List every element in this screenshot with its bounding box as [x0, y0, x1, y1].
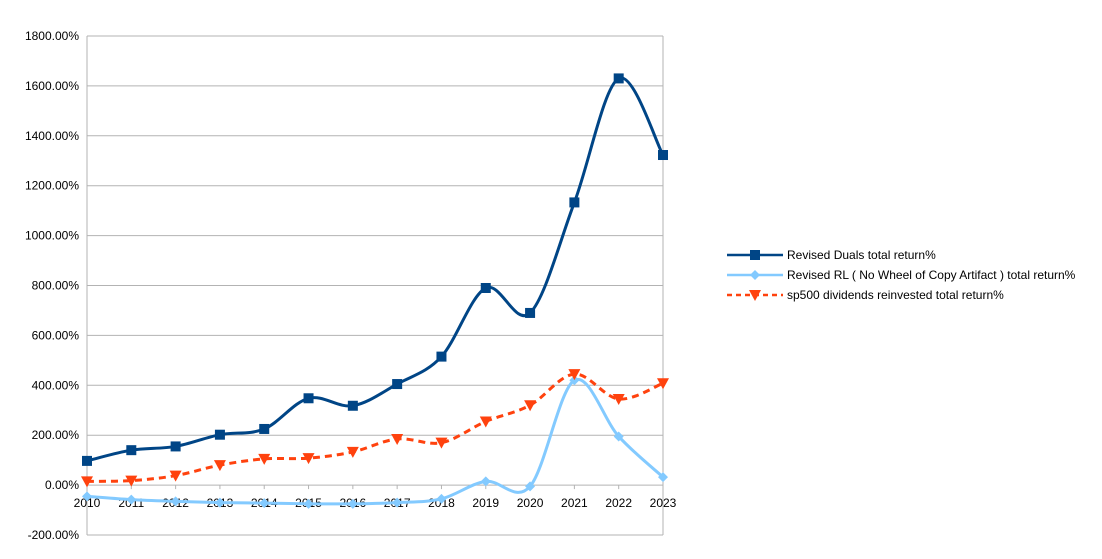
- y-tick-label: 800.00%: [32, 279, 80, 293]
- data-point: [125, 475, 138, 487]
- legend-item: Revised RL ( No Wheel of Copy Artifact )…: [727, 268, 1076, 282]
- data-point: [525, 307, 536, 318]
- y-tick-label: 1600.00%: [25, 79, 79, 93]
- data-point: [347, 400, 358, 411]
- data-point: [569, 375, 580, 386]
- data-point: [169, 470, 182, 482]
- data-point: [658, 150, 668, 161]
- series-line: [86, 76, 665, 463]
- axes: [86, 36, 664, 535]
- data-point: [303, 393, 314, 404]
- y-tick-label: 400.00%: [32, 378, 80, 392]
- data-point: [480, 476, 491, 487]
- legend-label: Revised RL ( No Wheel of Copy Artifact )…: [787, 268, 1076, 282]
- x-tick-label: 2021: [561, 496, 588, 510]
- series-3: [81, 369, 669, 488]
- x-tick-label: 2020: [517, 496, 544, 510]
- legend-item: Revised Duals total return%: [727, 248, 936, 262]
- legend-swatch-marker: [749, 290, 761, 301]
- data-point: [436, 351, 447, 362]
- x-axis-ticks: 2010201120122013201420152016201720182019…: [74, 485, 677, 510]
- legend: Revised Duals total return% Revised RL ( …: [727, 248, 1076, 302]
- y-tick-label: 200.00%: [32, 428, 80, 442]
- data-point: [525, 481, 536, 492]
- x-tick-label: 2010: [74, 496, 101, 510]
- y-tick-label: -200.00%: [28, 528, 80, 542]
- data-point: [346, 446, 359, 458]
- legend-label: Revised Duals total return%: [787, 248, 936, 262]
- y-axis-ticks: -200.00% 0.00% 200.00% 400.00% 600.00% 800.00…: [25, 29, 79, 542]
- series-line: [86, 372, 664, 483]
- gridlines: [87, 35, 663, 536]
- x-tick-label: 2022: [605, 496, 632, 510]
- data-point: [657, 378, 669, 390]
- legend-swatch-marker: [750, 270, 760, 280]
- data-point: [435, 437, 448, 449]
- data-point: [613, 431, 624, 442]
- data-point: [391, 433, 404, 445]
- data-point: [170, 441, 181, 452]
- legend-label: sp500 dividends reinvested total return%: [787, 288, 1004, 302]
- x-tick-label: 2019: [472, 496, 499, 510]
- data-point: [524, 400, 537, 412]
- y-tick-label: 1000.00%: [25, 229, 79, 243]
- data-point: [259, 423, 270, 434]
- data-point: [480, 282, 491, 293]
- data-point: [303, 498, 314, 509]
- data-point: [82, 491, 92, 502]
- data-point: [258, 453, 271, 465]
- legend-swatch-marker: [750, 250, 760, 260]
- data-point: [126, 445, 137, 456]
- data-point: [612, 394, 625, 406]
- data-point: [214, 429, 225, 440]
- data-point: [259, 498, 270, 509]
- data-point: [392, 379, 403, 390]
- y-tick-label: 600.00%: [32, 328, 80, 342]
- data-point: [214, 497, 225, 508]
- y-tick-label: 1800.00%: [25, 29, 79, 43]
- data-point: [213, 460, 226, 472]
- y-tick-label: 0.00%: [45, 478, 79, 492]
- series-2: [82, 375, 668, 509]
- data-point: [568, 369, 581, 381]
- data-point: [658, 472, 668, 483]
- series-lines: [81, 73, 669, 509]
- data-point: [436, 493, 447, 504]
- data-point: [126, 494, 137, 505]
- y-tick-label: 1200.00%: [25, 179, 79, 193]
- data-point: [613, 73, 624, 84]
- data-point: [302, 453, 315, 465]
- data-point: [569, 197, 580, 208]
- data-point: [82, 455, 92, 466]
- data-point: [170, 496, 181, 507]
- series-1: [82, 73, 668, 466]
- y-tick-label: 1400.00%: [25, 129, 79, 143]
- data-point: [81, 476, 93, 488]
- legend-item: sp500 dividends reinvested total return%: [727, 288, 1004, 302]
- data-point: [347, 498, 358, 509]
- x-tick-label: 2023: [650, 496, 677, 510]
- data-point: [392, 497, 403, 508]
- data-point: [479, 416, 492, 428]
